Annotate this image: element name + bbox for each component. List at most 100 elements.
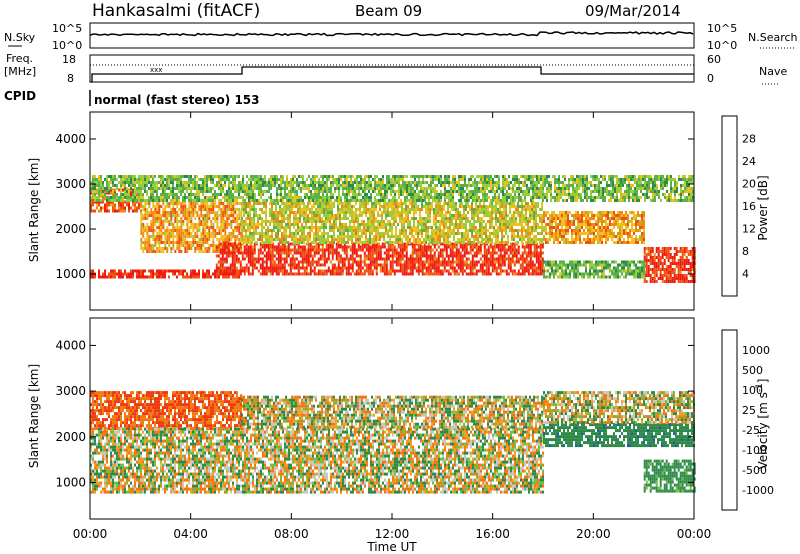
range-time-cell	[407, 241, 409, 244]
range-time-cell	[200, 241, 203, 244]
range-time-cell	[283, 257, 286, 261]
range-time-cell	[421, 266, 424, 270]
range-time-cell	[271, 254, 274, 258]
range-time-cell	[437, 260, 440, 264]
range-time-cell	[347, 245, 350, 249]
range-time-cell	[182, 244, 185, 247]
range-time-cell	[280, 199, 282, 202]
range-time-cell	[148, 214, 151, 217]
range-time-cell	[509, 229, 511, 232]
range-time-cell	[257, 248, 260, 252]
range-time-cell	[539, 263, 542, 267]
range-time-cell	[533, 238, 535, 241]
range-time-cell	[164, 238, 167, 241]
range-time-cell	[172, 226, 175, 229]
range-time-cell	[459, 232, 461, 235]
range-time-cell	[102, 184, 104, 187]
range-time-cell	[180, 226, 183, 229]
range-time-cell	[391, 226, 393, 229]
range-time-cell	[425, 260, 428, 264]
range-time-cell	[194, 181, 196, 184]
range-time-cell	[233, 245, 236, 249]
range-time-cell	[174, 241, 177, 244]
range-time-cell	[425, 254, 428, 258]
range-time-cell	[302, 199, 304, 202]
range-time-cell	[437, 202, 439, 205]
range-time-cell	[134, 178, 136, 181]
range-time-cell	[237, 248, 240, 252]
range-time-cell	[194, 208, 197, 211]
range-time-cell	[178, 232, 181, 235]
range-time-cell	[302, 181, 304, 184]
freq-unit: [MHz]	[4, 65, 36, 78]
range-time-cell	[489, 217, 491, 220]
range-time-cell	[355, 272, 358, 276]
range-time-cell	[130, 175, 132, 178]
range-time-cell	[421, 217, 423, 220]
range-time-cell	[216, 275, 218, 279]
range-time-cell	[343, 245, 346, 249]
range-time-cell	[353, 242, 356, 246]
range-time-cell	[230, 199, 232, 202]
range-time-cell	[307, 238, 309, 241]
range-time-cell	[247, 260, 250, 264]
range-time-cell	[142, 184, 144, 187]
range-time-cell	[511, 226, 513, 229]
range-time-cell	[473, 263, 476, 267]
range-time-cell	[443, 260, 446, 264]
range-time-cell	[431, 232, 433, 235]
range-time-cell	[531, 254, 534, 258]
range-time-cell	[110, 203, 112, 207]
range-time-cell	[283, 205, 285, 208]
range-time-cell	[403, 242, 406, 246]
range-time-cell	[491, 241, 493, 244]
range-time-cell	[275, 205, 277, 208]
range-time-cell	[473, 254, 476, 258]
range-time-cell	[236, 229, 239, 232]
range-time-cell	[232, 196, 234, 199]
range-time-cell	[525, 211, 527, 214]
range-time-cell	[437, 257, 440, 261]
range-time-cell	[327, 269, 330, 273]
range-time-cell	[245, 266, 248, 270]
range-time-cell	[447, 263, 450, 267]
range-time-cell	[483, 238, 485, 241]
range-time-cell	[252, 175, 254, 178]
range-time-cell	[162, 226, 165, 229]
range-time-cell	[303, 248, 306, 252]
range-time-cell	[523, 214, 525, 217]
range-time-cell	[204, 214, 207, 217]
range-time-cell	[150, 223, 153, 226]
range-time-cell	[243, 238, 245, 241]
range-time-cell	[110, 196, 112, 199]
range-time-cell	[251, 257, 254, 261]
range-time-cell	[369, 208, 371, 211]
range-time-cell	[277, 251, 280, 255]
range-time-cell	[417, 235, 419, 238]
range-time-cell	[513, 260, 516, 264]
range-time-cell	[471, 248, 474, 252]
range-time-cell	[168, 232, 171, 235]
range-time-cell	[253, 220, 255, 223]
range-time-cell	[196, 190, 198, 193]
range-time-cell	[249, 226, 251, 229]
range-time-cell	[156, 184, 158, 187]
range-time-cell	[493, 208, 495, 211]
range-time-cell	[182, 272, 184, 276]
range-time-cell	[487, 220, 489, 223]
range-time-cell	[249, 211, 251, 214]
range-time-cell	[301, 214, 303, 217]
range-time-cell	[393, 208, 395, 211]
range-time-cell	[357, 241, 359, 244]
range-time-cell	[333, 269, 336, 273]
range-time-cell	[321, 226, 323, 229]
range-time-cell	[174, 187, 176, 190]
range-time-cell	[314, 199, 316, 202]
range-time-cell	[457, 241, 459, 244]
range-time-cell	[273, 245, 276, 249]
range-time-cell	[277, 254, 280, 258]
range-time-cell	[271, 220, 273, 223]
range-time-cell	[535, 272, 538, 276]
range-time-cell	[421, 220, 423, 223]
range-time-cell	[206, 199, 208, 202]
